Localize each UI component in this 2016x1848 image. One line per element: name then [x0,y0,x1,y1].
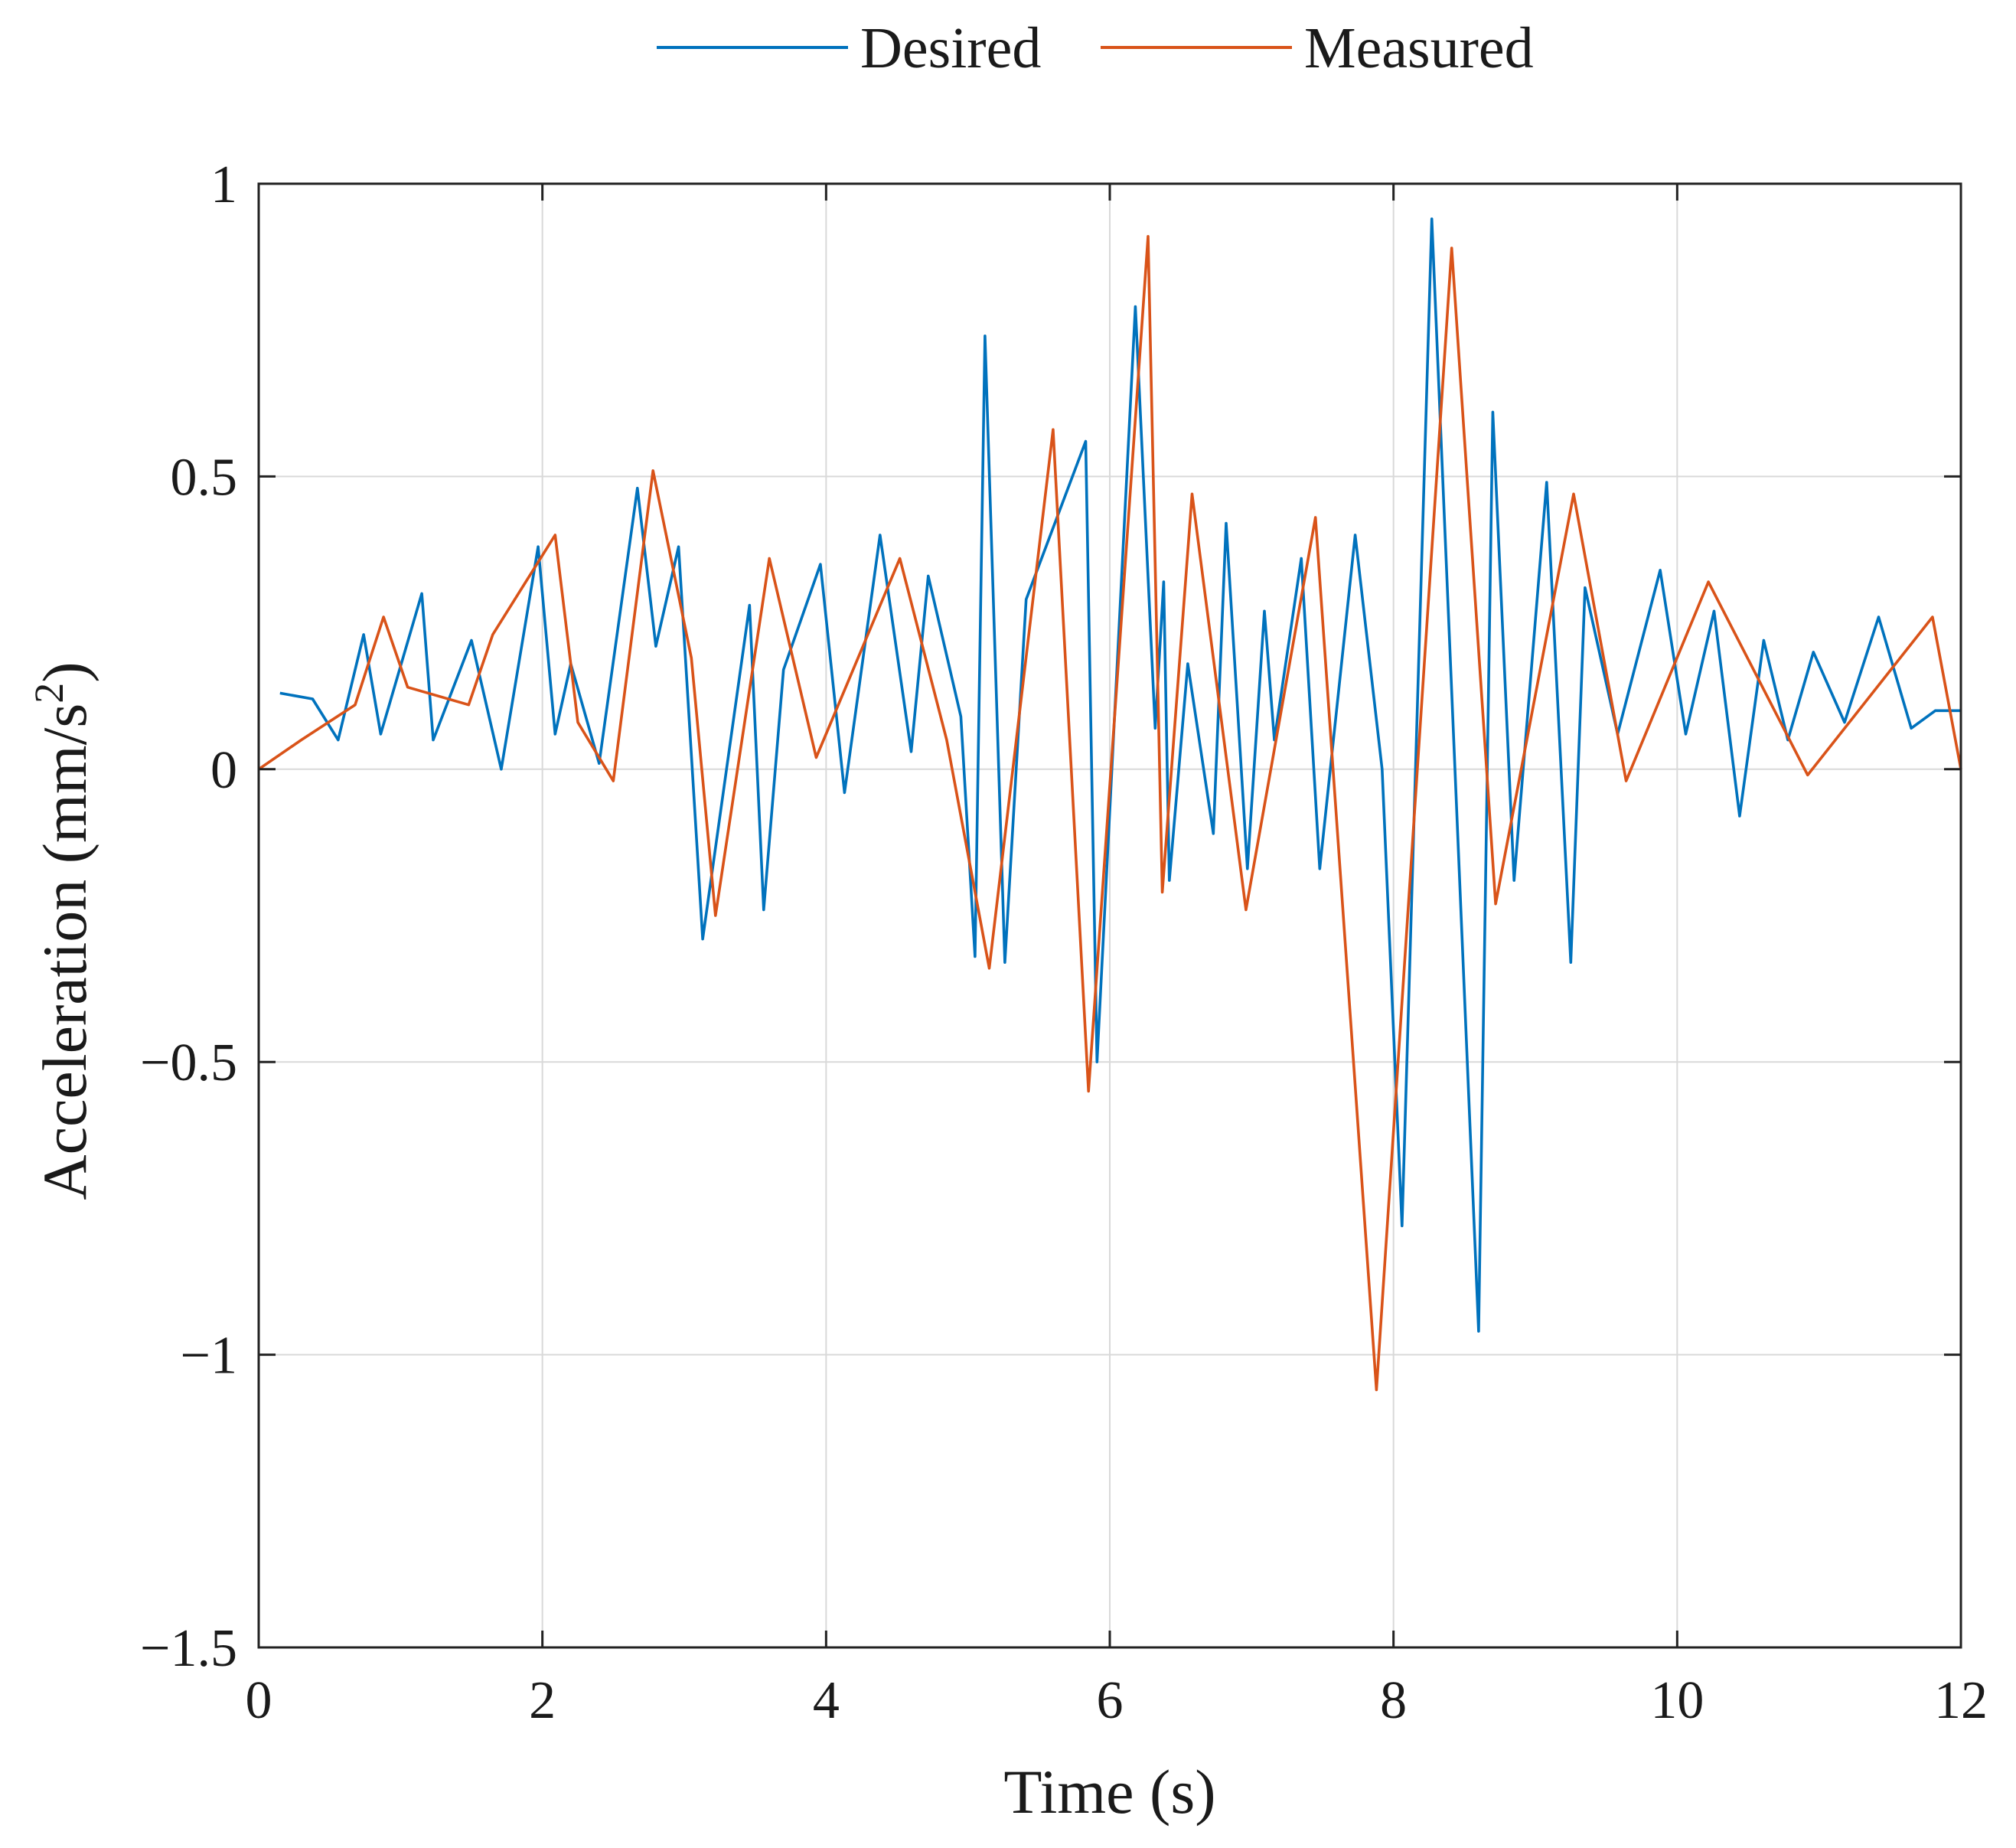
x-tick-label: 12 [1934,1671,1988,1730]
series-lines [257,217,1962,1392]
y-tick-labels: −1.5 −1 −0.5 0 0.5 1 [140,155,237,1678]
x-tick-label: 10 [1650,1671,1704,1730]
y-tick-label: −1 [181,1327,237,1386]
legend-label-desired: Desired [860,16,1041,80]
y-tick-label: −1.5 [140,1619,237,1678]
x-axis-label: Time (s) [1003,1757,1215,1827]
series-line-measured [257,234,1962,1392]
y-axis-label-superscript: 2 [26,683,72,704]
x-tick-label: 4 [813,1671,840,1730]
x-tick-label: 8 [1380,1671,1407,1730]
x-tick-label: 6 [1097,1671,1124,1730]
y-tick-label: 1 [210,155,237,214]
x-tick-label: 2 [529,1671,556,1730]
y-tick-label: 0 [210,741,237,800]
y-axis-label-suffix: ) [30,661,99,682]
x-tick-labels: 0 2 4 6 8 10 12 [246,1671,1988,1730]
x-tick-label: 0 [246,1671,272,1730]
grid [259,184,1961,1647]
y-axis-label: Acceleration (mm/s2) [26,661,99,1200]
y-tick-label: 0.5 [171,448,238,507]
y-axis-label-main: Acceleration (mm/s [30,704,99,1200]
axis-ticks [257,182,1962,1649]
legend: Desired Measured [657,16,1534,80]
y-tick-label: −0.5 [140,1033,237,1092]
legend-label-measured: Measured [1304,16,1534,80]
